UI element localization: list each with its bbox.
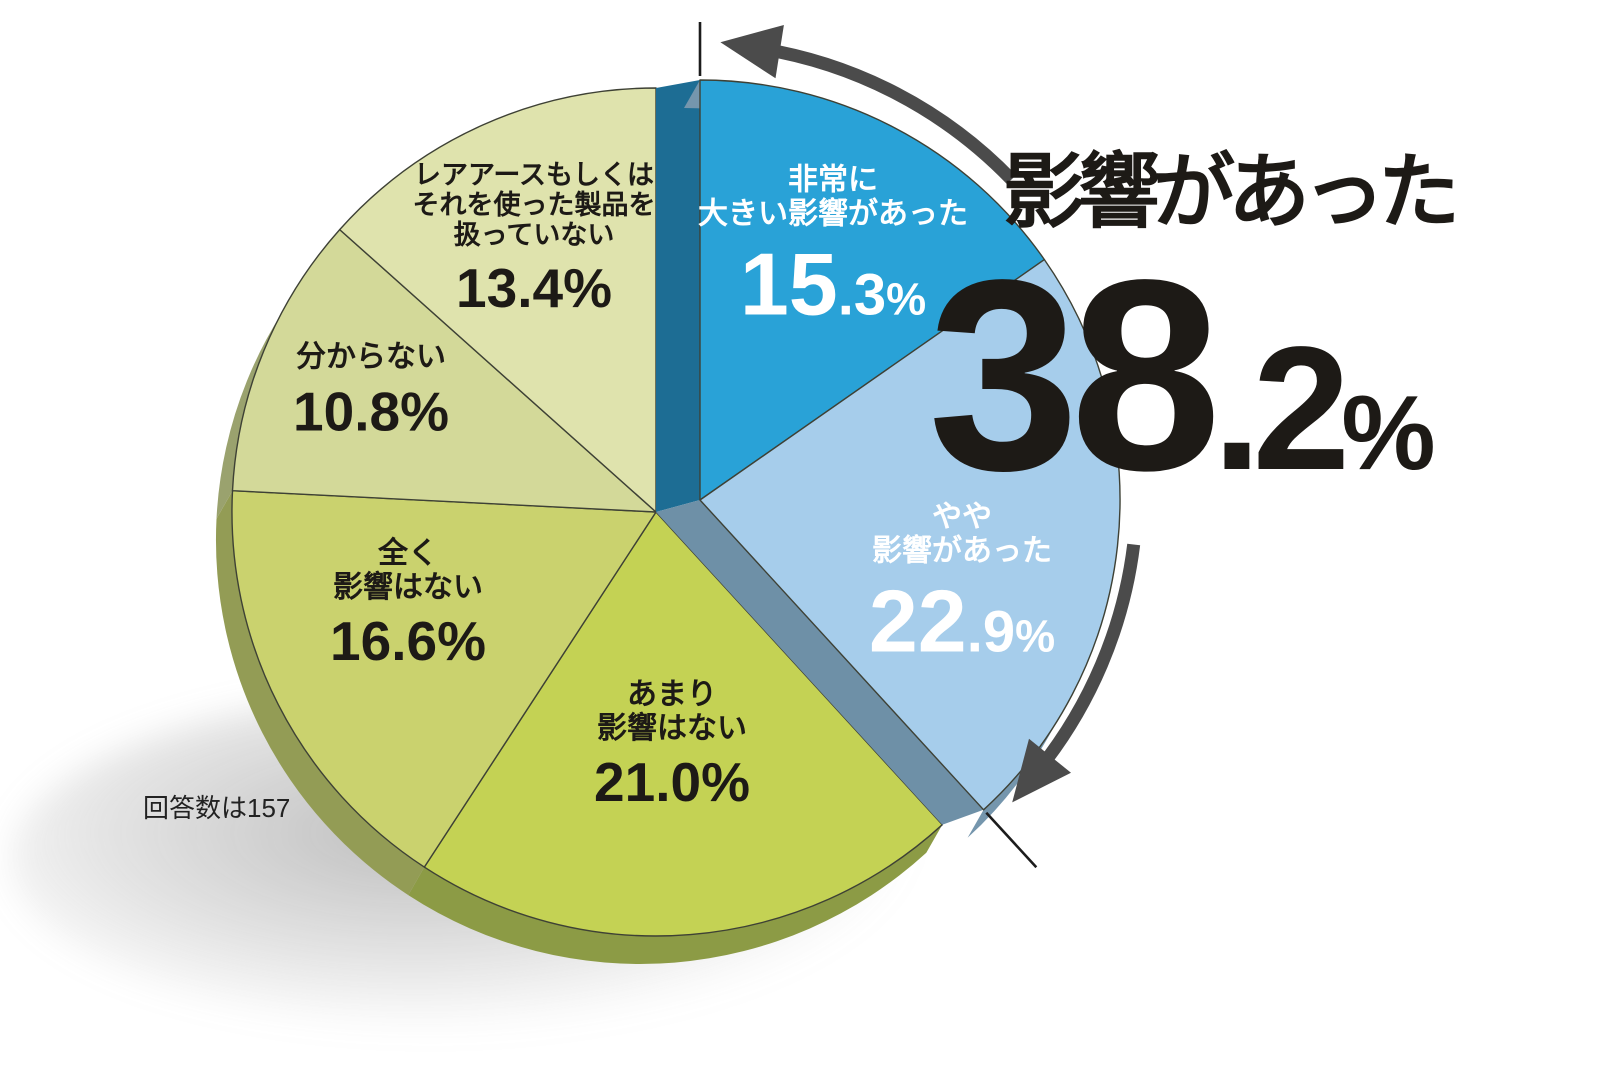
slice-percent: 21.0% [594, 755, 750, 810]
arrow-arc-top [758, 42, 1017, 185]
slice-label-no-rare-earth: レアアースもしくは それを使った製品を 扱っていない 13.4% [413, 160, 656, 316]
slice-percent: 15.3% [698, 240, 968, 329]
slice-label-line: 非常に [788, 163, 878, 197]
percent-unit: % [437, 610, 486, 673]
slice-label-line: あまり [627, 677, 717, 711]
highlight-value: 38.2% [928, 239, 1436, 511]
slice-label-line: 影響はない [333, 570, 483, 604]
pie-slice-0 [699, 79, 1046, 501]
percent-integer: 22 [868, 571, 967, 671]
highlight-value-integer: 38 [928, 223, 1222, 527]
pie-slice-5 [339, 87, 657, 513]
slice-percent: 10.8% [293, 384, 449, 439]
pie-slice-4 [231, 228, 657, 513]
slice-percent: 22.9% [869, 577, 1056, 666]
pie-cut-wall-end [656, 500, 984, 825]
percent-integer: 13 [456, 256, 518, 319]
slice-label-not-much-impact: あまり 影響はない 21.0% [594, 678, 750, 810]
percent-integer: 21 [594, 751, 656, 814]
slice-percent: 16.6% [330, 614, 486, 669]
slice-label-line: 扱っていない [453, 220, 615, 251]
highlight-value-decimal: .2 [1212, 311, 1351, 507]
percent-decimal: .4 [517, 256, 564, 319]
slice-label-line: 大きい影響があった [698, 197, 968, 230]
percent-integer: 15 [739, 234, 838, 334]
slice-label-no-impact: 全く 影響はない 16.6% [330, 537, 486, 669]
percent-decimal: .0 [655, 751, 702, 814]
percent-decimal: .6 [391, 610, 438, 673]
pie-cut-wall-start [656, 80, 700, 512]
slice-label-line: レアアースもしくは [413, 160, 655, 191]
percent-decimal: .9 [966, 599, 1016, 665]
percent-unit: % [400, 380, 449, 443]
slice-label-line: 全く [378, 536, 438, 570]
slice-label-line: それを使った製品を [412, 190, 656, 221]
slice-label-line: 影響があった [872, 534, 1052, 567]
slice-label-line: 分からない [296, 340, 446, 374]
percent-integer: 10 [293, 380, 355, 443]
slice-label-line: 影響はない [597, 711, 747, 745]
arrow-arc-bottom [1032, 543, 1141, 776]
slice-percent: 13.4% [413, 260, 656, 316]
percent-decimal: .3 [837, 262, 887, 328]
pie-slice-2 [423, 511, 943, 937]
pie-slice-side-2 [408, 824, 943, 964]
slice-label-line: やや [932, 500, 992, 534]
highlight-title: 影響があった [1003, 147, 1460, 238]
respondent-count-note: 回答数は157 [143, 793, 291, 823]
arrow-head [1012, 738, 1071, 803]
slice-label-very-big-impact: 非常に 大きい影響があった 15.3% [698, 163, 968, 328]
pie-slice-3 [231, 490, 657, 868]
percent-integer: 16 [330, 610, 392, 673]
arrow-head [720, 25, 784, 79]
percent-unit: % [701, 751, 750, 814]
highlight-value-unit: % [1341, 374, 1435, 492]
pie-slice-side-3 [215, 490, 425, 896]
percent-unit: % [886, 273, 927, 325]
percent-unit: % [1015, 610, 1056, 662]
percent-decimal: .8 [354, 380, 401, 443]
percent-unit: % [563, 256, 612, 319]
slice-label-some-impact: やや 影響があった 22.9% [869, 500, 1055, 665]
pie-slice-side-4 [216, 229, 340, 519]
span-tick-end [985, 811, 1038, 869]
slice-label-dont-know: 分からない 10.8% [293, 341, 449, 440]
